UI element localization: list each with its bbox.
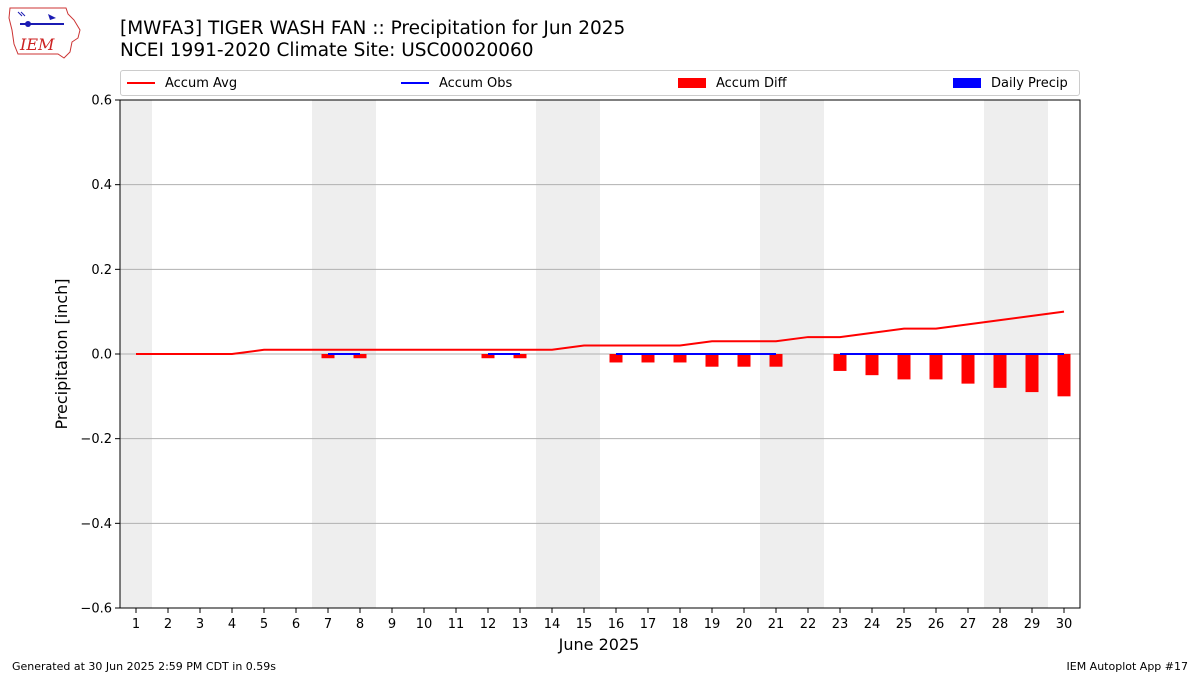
x-tick-label: 10 bbox=[416, 617, 433, 632]
x-tick-label: 5 bbox=[260, 617, 268, 632]
x-tick-label: 26 bbox=[928, 617, 945, 632]
diff-bar bbox=[609, 354, 623, 363]
y-tick-label: −0.6 bbox=[80, 602, 112, 617]
diff-bar bbox=[833, 354, 847, 371]
diff-bar bbox=[993, 354, 1007, 388]
diff-bar bbox=[1057, 354, 1071, 397]
diff-bars bbox=[321, 354, 1071, 397]
legend-item-accum-diff: Accum Diff bbox=[678, 71, 787, 95]
diff-bar bbox=[865, 354, 879, 376]
diff-bar bbox=[481, 354, 495, 359]
legend-swatch bbox=[401, 82, 429, 84]
y-tick-label: 0.0 bbox=[91, 348, 112, 363]
diff-bar bbox=[769, 354, 783, 367]
weekend-band bbox=[984, 100, 1016, 608]
x-tick-label: 22 bbox=[800, 617, 817, 632]
x-tick-label: 4 bbox=[228, 617, 236, 632]
x-tick-label: 12 bbox=[480, 617, 497, 632]
legend-label: Accum Avg bbox=[165, 75, 238, 91]
series-lines bbox=[136, 310, 1065, 355]
x-tick-label: 2 bbox=[164, 617, 172, 632]
x-tick-label: 8 bbox=[356, 617, 364, 632]
x-tick-label: 24 bbox=[864, 617, 881, 632]
weekend-band bbox=[1016, 100, 1048, 608]
weekend-band bbox=[760, 100, 792, 608]
diff-bar bbox=[641, 354, 655, 363]
diff-bar bbox=[321, 354, 335, 359]
x-tick-label: 20 bbox=[736, 617, 753, 632]
legend: Accum Avg Accum Obs Accum Diff Daily Pre… bbox=[120, 70, 1080, 96]
legend-swatch bbox=[678, 78, 706, 88]
chart-title: [MWFA3] TIGER WASH FAN :: Precipitation … bbox=[120, 18, 626, 39]
legend-item-daily-precip: Daily Precip bbox=[953, 71, 1068, 95]
weekend-band bbox=[568, 100, 600, 608]
x-tick-label: 21 bbox=[768, 617, 785, 632]
logo-text: IEM bbox=[19, 35, 55, 54]
x-axis-label: June 2025 bbox=[558, 635, 640, 654]
diff-bar bbox=[737, 354, 751, 367]
weekend-band bbox=[120, 100, 152, 608]
axes: −0.6−0.4−0.20.00.20.40.61 2 3 4 5 6 7 8 9 10 11 12 1… bbox=[80, 94, 1081, 632]
y-tick-label: 0.2 bbox=[91, 263, 112, 278]
x-tick-label: 25 bbox=[896, 617, 913, 632]
iem-logo: IEM bbox=[8, 7, 81, 59]
legend-label: Accum Obs bbox=[439, 75, 513, 91]
legend-label: Accum Diff bbox=[716, 75, 787, 91]
footer-generated: Generated at 30 Jun 2025 2:59 PM CDT in … bbox=[12, 660, 277, 673]
y-tick-label: −0.2 bbox=[80, 432, 112, 447]
y-tick-label: 0.6 bbox=[91, 94, 112, 109]
x-tick-label: 18 bbox=[672, 617, 689, 632]
legend-label: Daily Precip bbox=[991, 75, 1068, 91]
legend-swatch bbox=[953, 78, 981, 88]
x-tick-label: 30 bbox=[1056, 617, 1073, 632]
y-tick-label: 0.4 bbox=[91, 178, 112, 193]
x-tick-label: 9 bbox=[388, 617, 396, 632]
x-tick-label: 11 bbox=[448, 617, 465, 632]
plot-frame bbox=[119, 99, 1081, 609]
y-tick-label: −0.4 bbox=[80, 517, 112, 532]
x-tick-label: 29 bbox=[1024, 617, 1041, 632]
diff-bar bbox=[353, 354, 367, 359]
x-tick-label: 28 bbox=[992, 617, 1009, 632]
grid-lines bbox=[120, 99, 1080, 609]
legend-item-accum-avg: Accum Avg bbox=[127, 71, 237, 95]
x-tick-label: 14 bbox=[544, 617, 561, 632]
x-tick-label: 6 bbox=[292, 617, 300, 632]
diff-bar bbox=[929, 354, 943, 380]
weekend-band bbox=[344, 100, 376, 608]
legend-item-accum-obs: Accum Obs bbox=[401, 71, 512, 95]
legend-swatch bbox=[127, 82, 155, 84]
x-tick-label: 17 bbox=[640, 617, 657, 632]
weekend-band bbox=[312, 100, 344, 608]
weekend-shading bbox=[120, 100, 1048, 608]
diff-bar bbox=[673, 354, 687, 363]
weekend-band bbox=[792, 100, 824, 608]
x-tick-label: 15 bbox=[576, 617, 593, 632]
chart-subtitle: NCEI 1991-2020 Climate Site: USC00020060 bbox=[120, 40, 534, 61]
x-tick-label: 1 bbox=[132, 617, 140, 632]
weekend-band bbox=[536, 100, 568, 608]
x-tick-label: 13 bbox=[512, 617, 529, 632]
diff-bar bbox=[1025, 354, 1039, 393]
x-tick-label: 27 bbox=[960, 617, 977, 632]
diff-bar bbox=[961, 354, 975, 384]
x-tick-label: 7 bbox=[324, 617, 332, 632]
x-tick-label: 3 bbox=[196, 617, 204, 632]
footer-app: IEM Autoplot App #17 bbox=[1066, 660, 1189, 673]
x-tick-label: 16 bbox=[608, 617, 625, 632]
diff-bar bbox=[897, 354, 911, 380]
accum-avg-line bbox=[136, 310, 1065, 355]
x-tick-label: 19 bbox=[704, 617, 721, 632]
x-tick-label: 23 bbox=[832, 617, 849, 632]
diff-bar bbox=[513, 354, 527, 359]
y-axis-label: Precipitation [inch] bbox=[52, 278, 71, 429]
diff-bar bbox=[705, 354, 719, 367]
